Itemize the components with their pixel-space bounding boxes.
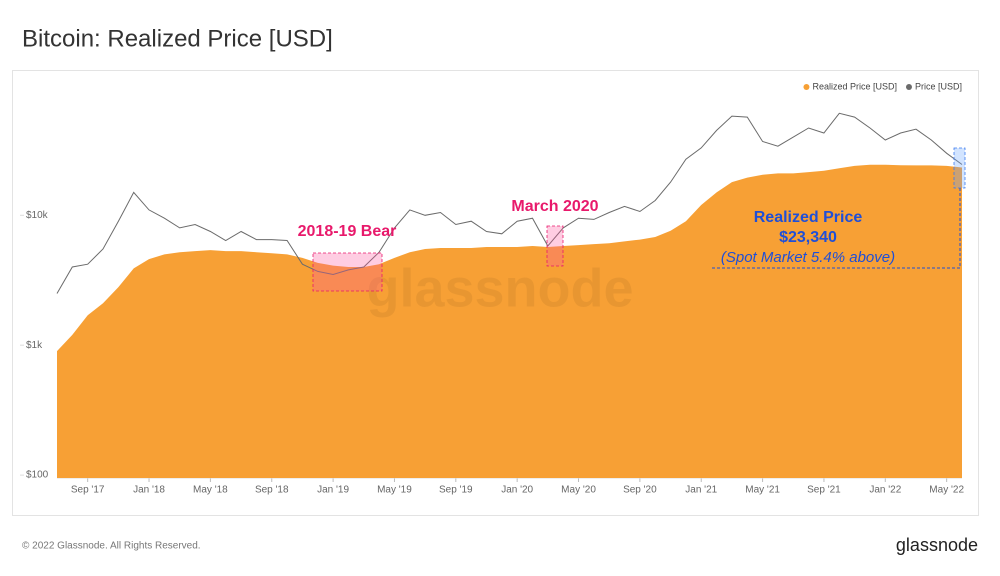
y-tick-label: $10k xyxy=(26,210,49,221)
y-tick-label: $100 xyxy=(26,470,49,481)
watermark: glassnode xyxy=(366,258,633,318)
annotation: Realized Price xyxy=(754,209,863,226)
chart-title: Bitcoin: Realized Price [USD] xyxy=(22,25,333,52)
x-tick-label: Jan '19 xyxy=(317,485,349,496)
y-tick-label: $1k xyxy=(26,340,43,351)
legend-swatch xyxy=(803,84,810,90)
x-tick-label: Sep '21 xyxy=(807,485,841,496)
annotation: 2018-19 Bear xyxy=(298,223,397,240)
annotation: $23,340 xyxy=(779,229,837,246)
legend: Price [USD] Realized Price [USD] xyxy=(803,81,962,91)
realized-area xyxy=(57,164,962,478)
x-tick-label: Jan '20 xyxy=(501,485,533,496)
bear-highlight xyxy=(312,252,383,292)
x-tick-label: May '19 xyxy=(377,485,412,496)
annotation: (Spot Market 5.4% above) xyxy=(721,249,895,266)
x-tick-label: May '22 xyxy=(929,485,964,496)
pointer-line xyxy=(712,188,961,269)
current-highlight xyxy=(953,147,966,189)
footer: © 2022 Glassnode. All Rights Reserved. xyxy=(22,541,201,552)
x-tick-label: May '20 xyxy=(561,485,596,496)
x-tick-label: Jan '21 xyxy=(685,485,717,496)
legend-swatch xyxy=(905,84,912,90)
x-tick-label: Sep '17 xyxy=(71,485,105,496)
x-tick-label: Jan '18 xyxy=(133,485,165,496)
plot: $100 $1k $10k Sep '17 Jan '18 May '18 Sep '18 J… xyxy=(20,112,964,496)
x-tick-label: Sep '20 xyxy=(623,485,657,496)
chart-panel xyxy=(12,70,979,516)
x-tick-label: May '18 xyxy=(193,485,228,496)
price-line xyxy=(56,112,963,294)
legend-label: Realized Price [USD] xyxy=(812,81,897,91)
x-tick-label: Sep '19 xyxy=(439,485,473,496)
x-tick-label: Sep '18 xyxy=(255,485,289,496)
x-tick-label: May '21 xyxy=(745,485,780,496)
legend-label: Price [USD] xyxy=(915,81,962,91)
annotation: March 2020 xyxy=(511,198,598,215)
march-highlight xyxy=(546,225,564,267)
x-tick-label: Jan '22 xyxy=(869,485,901,496)
brand-logo: glassnode xyxy=(896,535,978,555)
